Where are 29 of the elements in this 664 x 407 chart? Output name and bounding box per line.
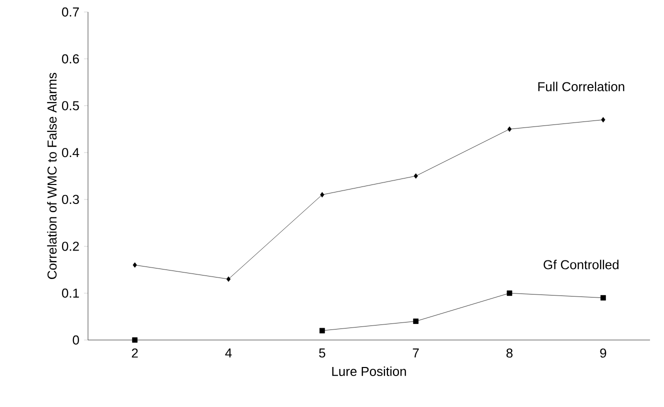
text: Full Correlation xyxy=(538,82,624,92)
x-tick-label: 2 xyxy=(132,348,138,358)
y-tick-label: 0.4 xyxy=(62,148,80,158)
y-tick-label: 0 xyxy=(72,335,79,345)
point xyxy=(506,290,512,296)
point xyxy=(320,192,324,198)
y-tick-label: 0.2 xyxy=(62,242,79,251)
y-tick-label: 0.7 xyxy=(62,7,79,17)
y-axis-title: Correlation of WMC to False Alarms xyxy=(47,72,57,279)
point xyxy=(414,173,418,179)
point xyxy=(319,328,325,334)
point xyxy=(507,126,512,132)
x-tick-label: 5 xyxy=(319,348,326,358)
y-tick-label: 0.5 xyxy=(62,101,79,110)
series-label: Gf Controlled xyxy=(544,260,618,270)
point xyxy=(132,262,137,268)
x-tick-label: 9 xyxy=(600,348,606,358)
y-tick-label: 0.6 xyxy=(62,54,79,64)
x-tick-label: 4 xyxy=(225,348,232,358)
x-tick-label: 7 xyxy=(412,348,419,358)
point xyxy=(600,295,606,301)
y-tick-label: 0.3 xyxy=(62,194,79,204)
point xyxy=(226,276,231,282)
x-axis-title: Lure Position xyxy=(332,366,406,376)
point xyxy=(413,318,419,324)
y-tick-label: 0.1 xyxy=(62,288,79,298)
x-tick-label: 8 xyxy=(506,348,513,358)
point xyxy=(601,117,606,122)
point xyxy=(132,337,138,343)
